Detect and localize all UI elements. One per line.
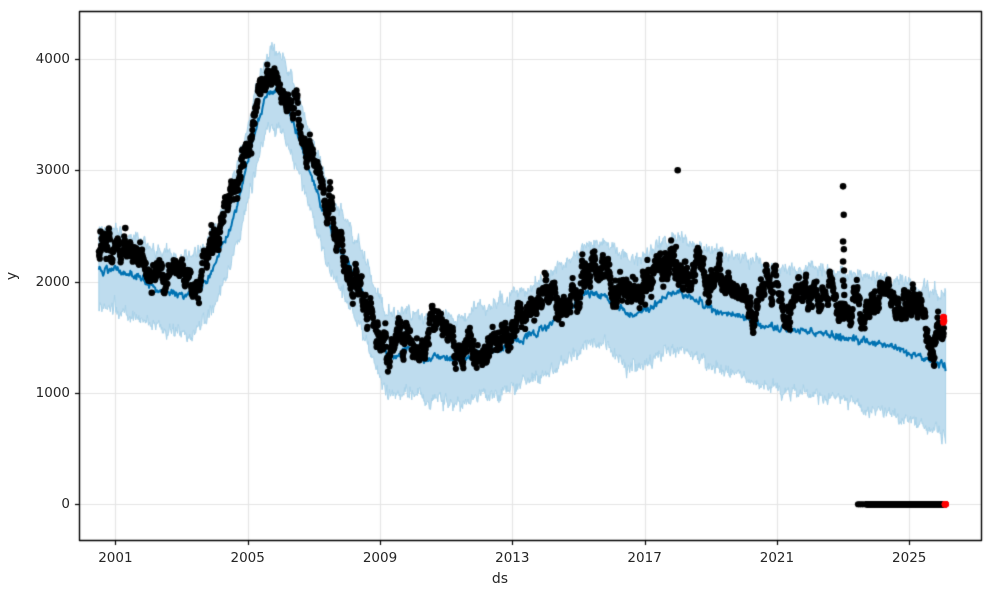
x-axis-tick-2013: 2013 xyxy=(495,550,530,566)
y-axis-tick-2000: 2000 xyxy=(35,273,70,290)
x-axis-label: ds xyxy=(491,571,509,587)
y-axis-tick-1000: 1000 xyxy=(35,384,70,401)
y-axis-tick-3000: 3000 xyxy=(35,162,70,179)
x-axis-tick-2005: 2005 xyxy=(230,550,265,566)
x-axis-tick-2025: 2025 xyxy=(892,550,927,566)
y-axis-tick-4000: 4000 xyxy=(35,50,70,67)
y-axis-tick-0: 0 xyxy=(61,496,70,513)
x-axis-tick-2021: 2021 xyxy=(759,550,795,566)
x-axis-tick-2009: 2009 xyxy=(362,550,398,566)
x-axis-tick-2001: 2001 xyxy=(98,550,133,566)
x-axis-tick-2017: 2017 xyxy=(627,550,662,566)
y-axis-label: y xyxy=(4,271,21,281)
